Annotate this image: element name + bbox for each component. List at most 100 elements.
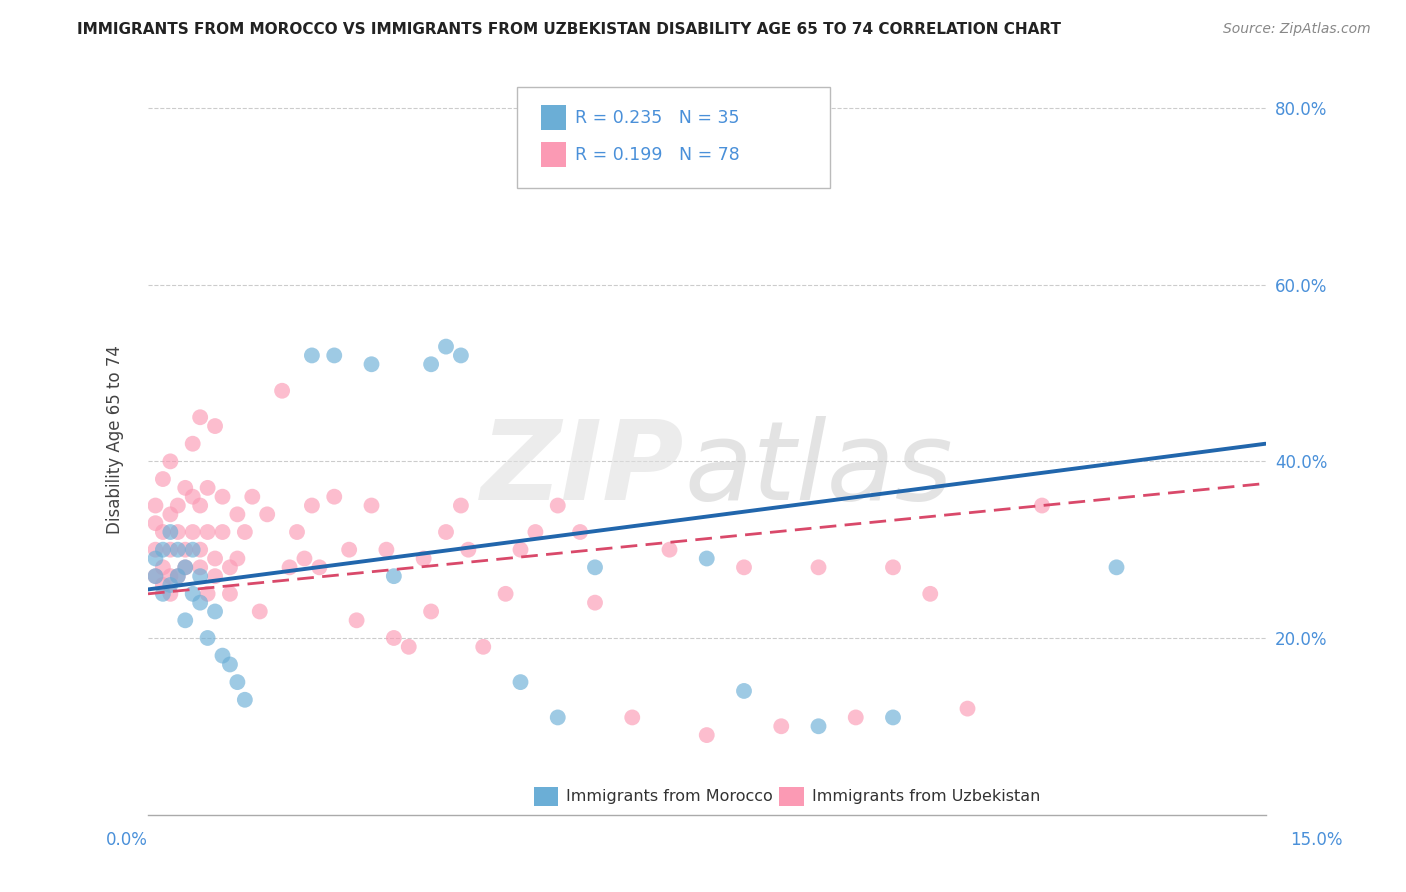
Text: ZIP: ZIP	[481, 416, 685, 523]
Point	[181, 587, 204, 601]
Point	[547, 710, 569, 724]
Point	[256, 508, 278, 522]
Point	[145, 499, 167, 513]
Point	[509, 542, 531, 557]
Point	[420, 357, 443, 371]
Point	[807, 560, 830, 574]
Point	[882, 560, 904, 574]
Point	[174, 542, 197, 557]
Point	[583, 596, 606, 610]
Point	[308, 560, 330, 574]
Point	[197, 481, 219, 495]
Y-axis label: Disability Age 65 to 74: Disability Age 65 to 74	[107, 345, 124, 533]
Text: Source: ZipAtlas.com: Source: ZipAtlas.com	[1223, 22, 1371, 37]
Point	[166, 542, 188, 557]
Point	[159, 578, 181, 592]
Point	[166, 524, 188, 539]
Point	[621, 710, 644, 724]
Point	[420, 605, 443, 619]
Point	[197, 524, 219, 539]
Point	[145, 516, 167, 531]
Point	[204, 419, 226, 434]
Text: Immigrants from Morocco: Immigrants from Morocco	[567, 789, 773, 804]
Point	[174, 481, 197, 495]
Point	[696, 728, 718, 742]
Point	[547, 499, 569, 513]
Point	[211, 490, 233, 504]
Point	[152, 587, 174, 601]
Point	[188, 569, 211, 583]
Point	[181, 524, 204, 539]
Point	[204, 605, 226, 619]
Point	[152, 560, 174, 574]
Point	[845, 710, 868, 724]
Point	[472, 640, 495, 654]
Point	[159, 454, 181, 468]
Point	[337, 542, 360, 557]
Point	[152, 524, 174, 539]
Point	[434, 340, 457, 354]
Point	[249, 605, 271, 619]
Point	[382, 569, 405, 583]
Point	[807, 719, 830, 733]
Point	[152, 542, 174, 557]
Point	[174, 613, 197, 627]
Point	[181, 542, 204, 557]
Point	[211, 524, 233, 539]
Point	[658, 542, 681, 557]
Point	[412, 551, 434, 566]
Point	[233, 693, 256, 707]
Text: Immigrants from Uzbekistan: Immigrants from Uzbekistan	[811, 789, 1040, 804]
Point	[166, 499, 188, 513]
Point	[956, 701, 979, 715]
Point	[583, 560, 606, 574]
Point	[770, 719, 793, 733]
Text: IMMIGRANTS FROM MOROCCO VS IMMIGRANTS FROM UZBEKISTAN DISABILITY AGE 65 TO 74 CO: IMMIGRANTS FROM MOROCCO VS IMMIGRANTS FR…	[77, 22, 1062, 37]
Text: 0.0%: 0.0%	[105, 831, 148, 849]
Point	[240, 490, 263, 504]
Point	[188, 560, 211, 574]
Point	[226, 675, 249, 690]
Point	[174, 560, 197, 574]
Point	[188, 542, 211, 557]
Point	[197, 631, 219, 645]
Point	[1031, 499, 1053, 513]
Point	[569, 524, 592, 539]
Point	[733, 560, 755, 574]
Point	[145, 569, 167, 583]
Point	[181, 490, 204, 504]
Point	[188, 499, 211, 513]
Point	[524, 524, 547, 539]
Point	[159, 542, 181, 557]
Bar	[541, 105, 567, 130]
Point	[323, 348, 346, 362]
Point	[166, 569, 188, 583]
Point	[346, 613, 368, 627]
Point	[197, 587, 219, 601]
Point	[166, 569, 188, 583]
Text: R = 0.235   N = 35: R = 0.235 N = 35	[575, 109, 740, 127]
Point	[188, 410, 211, 425]
Point	[450, 348, 472, 362]
Point	[219, 560, 242, 574]
Point	[145, 569, 167, 583]
Point	[145, 542, 167, 557]
Point	[219, 657, 242, 672]
Point	[434, 524, 457, 539]
Point	[509, 675, 531, 690]
Point	[294, 551, 316, 566]
Point	[450, 499, 472, 513]
Point	[204, 569, 226, 583]
Point	[360, 499, 382, 513]
Text: 15.0%: 15.0%	[1291, 831, 1343, 849]
Bar	[541, 142, 567, 167]
Bar	[533, 787, 558, 805]
Text: R = 0.199   N = 78: R = 0.199 N = 78	[575, 146, 740, 164]
Point	[278, 560, 301, 574]
Point	[882, 710, 904, 724]
Point	[495, 587, 517, 601]
Point	[301, 499, 323, 513]
Point	[211, 648, 233, 663]
Point	[159, 587, 181, 601]
Point	[174, 560, 197, 574]
